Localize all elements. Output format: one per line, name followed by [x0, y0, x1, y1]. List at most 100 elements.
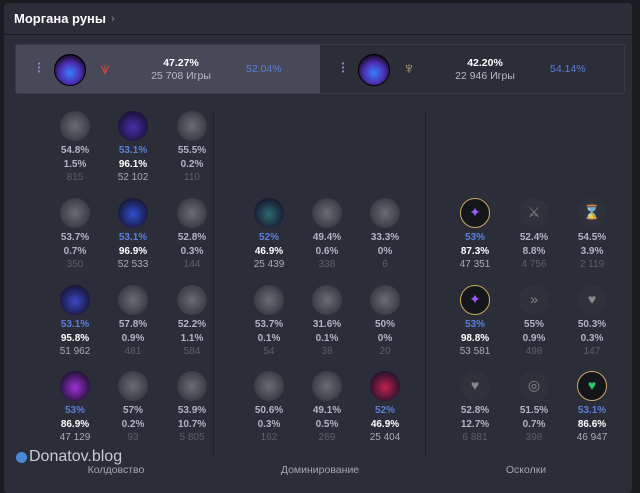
cheap-shot-icon — [370, 198, 400, 228]
rune-games: 110 — [184, 172, 200, 183]
rune-pickrate: 46.9% — [370, 418, 400, 430]
rune-cell[interactable]: ✦ 53% 87.3% 47 351 — [446, 198, 504, 272]
rune-cell[interactable]: 52% 46.9% 25 439 — [240, 198, 298, 272]
rune-winrate: 54.8% — [60, 145, 90, 156]
rune-cell[interactable]: 57.8% 0.9% 481 — [104, 285, 162, 359]
rune-cell[interactable]: 53.1% 96.9% 52 533 — [104, 198, 162, 272]
rune-winrate: 53.1% — [577, 405, 607, 416]
rune-section: 52% 46.9% 25 439 49.4% 0.6% 338 33.3% 0%… — [216, 111, 424, 456]
eyeball-collection-icon — [118, 285, 148, 315]
rune-cell[interactable]: 52% 46.9% 25 404 — [356, 371, 414, 445]
rune-games: 398 — [525, 432, 543, 443]
section-divider — [425, 111, 426, 456]
ghost-poro-icon — [312, 285, 342, 315]
rune-games: 144 — [183, 259, 201, 270]
ability-haste-shard-icon: ⌛ — [577, 198, 607, 228]
rune-combo[interactable]: ⁝ ⩛ 47.27% 25 708 Игры 52.04% — [16, 45, 320, 93]
rune-games: 4 756 — [521, 259, 547, 270]
rune-winrate: 31.6% — [312, 319, 342, 330]
rune-winrate: 53% — [64, 405, 85, 416]
health-shard-icon: ♥ — [460, 371, 490, 401]
rune-games: 51 962 — [59, 346, 91, 357]
taste-of-blood-icon — [254, 198, 284, 228]
rune-pickrate: 0.2% — [121, 418, 145, 430]
rune-cell[interactable]: 57% 0.2% 93 — [104, 371, 162, 445]
rune-winrate: 53.7% — [254, 319, 284, 330]
rune-cell[interactable]: ⚔ 52.4% 8.8% 4 756 — [505, 198, 563, 272]
rune-cell[interactable]: 50.6% 0.3% 162 — [240, 371, 298, 445]
rune-games: 498 — [525, 346, 543, 357]
domination-icon: ⩛ — [100, 59, 110, 78]
rune-games: 46 947 — [576, 432, 608, 443]
rune-cell[interactable]: 50% 0% 20 — [356, 285, 414, 359]
rune-cell[interactable]: 52.2% 1.1% 584 — [163, 285, 221, 359]
section-label: Осколки — [505, 464, 547, 476]
rune-cell[interactable]: 49.4% 0.6% 338 — [298, 198, 356, 272]
section-divider — [213, 111, 214, 456]
sudden-impact-icon — [312, 198, 342, 228]
manaflow-band-icon — [118, 198, 148, 228]
rune-cell[interactable]: 33.3% 0% 6 — [356, 198, 414, 272]
rune-cell[interactable]: ⌛ 54.5% 3.9% 2 119 — [563, 198, 621, 272]
rune-cell[interactable]: 53.9% 10.7% 5 805 — [163, 371, 221, 445]
rune-games: 350 — [66, 259, 84, 270]
waterwalking-icon — [118, 371, 148, 401]
rune-cell[interactable]: 53.1% 95.8% 51 962 — [46, 285, 104, 359]
rune-section: ✦ 53% 87.3% 47 351 ⚔ 52.4% 8.8% 4 756 ⌛ 54… — [428, 111, 624, 456]
watermark: Donatov.blog — [16, 448, 122, 466]
electrocute-icon — [60, 111, 90, 141]
rune-cell[interactable]: 55.5% 0.2% 110 — [163, 111, 221, 185]
rune-games: 162 — [260, 432, 278, 443]
rune-cell[interactable]: 31.6% 0.1% 38 — [298, 285, 356, 359]
rune-cell[interactable]: » 55% 0.9% 498 — [505, 285, 563, 359]
ultimate-hunter-icon — [370, 371, 400, 401]
health-scaling-shard-icon: ♥ — [577, 285, 607, 315]
rune-pickrate: 96.9% — [118, 245, 148, 257]
treasure-hunter-icon — [254, 371, 284, 401]
rune-cell[interactable]: 53.7% 0.7% 350 — [46, 198, 104, 272]
rune-winrate: 55.5% — [177, 145, 207, 156]
cheap-shot-icon — [60, 198, 90, 228]
rune-games: 53 581 — [459, 346, 491, 357]
rune-cell[interactable]: ✦ 53% 98.8% 53 581 — [446, 285, 504, 359]
rune-games: 54 — [263, 346, 275, 357]
rune-pickrate: 10.7% — [177, 418, 207, 430]
rune-combo[interactable]: ⁝ ♆ 42.20% 22 946 Игры 54.14% — [320, 45, 624, 93]
rune-games: 38 — [321, 346, 333, 357]
rune-winrate: 53.1% — [118, 145, 148, 156]
chevron-right-icon[interactable]: › — [111, 12, 115, 25]
rune-cell[interactable]: ♥ 53.1% 86.6% 46 947 — [563, 371, 621, 445]
rune-winrate: 57% — [122, 405, 143, 416]
combo-games: 25 708 Игры — [151, 70, 211, 82]
rune-winrate: 51.5% — [519, 405, 549, 416]
rune-pickrate: 86.6% — [577, 418, 607, 430]
rune-games: 481 — [124, 346, 142, 357]
watermark-text: Donatov.blog — [29, 448, 123, 465]
rune-cell[interactable]: 53% 86.9% 47 129 — [46, 371, 104, 445]
rune-winrate: 52% — [374, 405, 395, 416]
rune-pickrate: 0.9% — [522, 332, 546, 344]
combo-alt-winrate: 54.14% — [550, 63, 586, 75]
rune-cell[interactable]: 53.1% 96.1% 52 102 — [104, 111, 162, 185]
rune-winrate: 52.2% — [177, 319, 207, 330]
rune-winrate: 50.6% — [254, 405, 284, 416]
rune-winrate: 57.8% — [118, 319, 148, 330]
rune-pickrate: 0.1% — [257, 332, 281, 344]
section-label: Колдовство — [87, 464, 145, 476]
rune-winrate: 52.8% — [177, 232, 207, 243]
rune-cell[interactable]: ◎ 51.5% 0.7% 398 — [505, 371, 563, 445]
page-title[interactable]: Моргана руны — [14, 11, 107, 26]
combo-alt-winrate: 52.04% — [246, 63, 282, 75]
rune-cell[interactable]: 54.8% 1.5% 815 — [46, 111, 104, 185]
gathering-storm-icon — [177, 371, 207, 401]
rune-cell[interactable]: 53.7% 0.1% 54 — [240, 285, 298, 359]
rune-cell[interactable]: ♥ 52.8% 12.7% 6 881 — [446, 371, 504, 445]
relentless-hunter-icon — [312, 371, 342, 401]
rune-pickrate: 46.9% — [254, 245, 284, 257]
panel-header[interactable]: Моргана руны › — [4, 3, 632, 35]
rune-cell[interactable]: ♥ 50.3% 0.3% 147 — [563, 285, 621, 359]
rune-cell[interactable]: 52.8% 0.3% 144 — [163, 198, 221, 272]
rune-cell[interactable]: 49.1% 0.5% 269 — [298, 371, 356, 445]
dark-harvest-icon — [118, 111, 148, 141]
adaptive-force-shard-icon: ✦ — [460, 285, 490, 315]
